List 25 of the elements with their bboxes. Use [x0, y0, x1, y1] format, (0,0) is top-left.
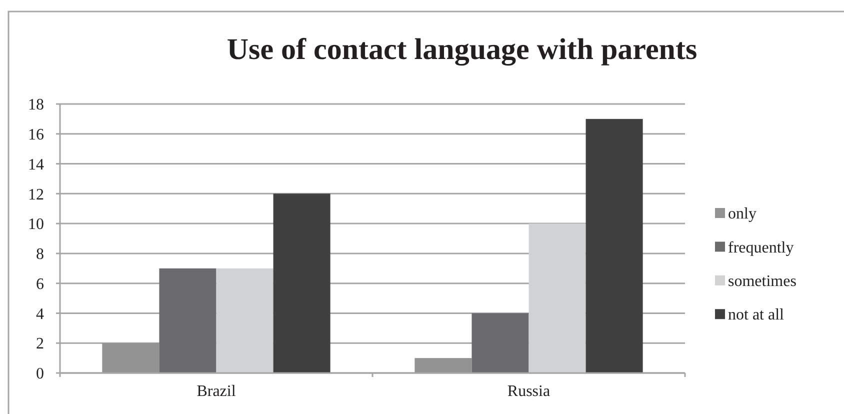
- legend-label: frequently: [728, 239, 794, 256]
- y-tick-label: 8: [36, 246, 44, 264]
- y-tick-label: 16: [28, 126, 44, 144]
- bar: [528, 224, 586, 373]
- x-tick-label: Russia: [507, 383, 550, 400]
- y-tick-label: 12: [28, 186, 44, 204]
- bar: [472, 313, 529, 373]
- legend-label: not at all: [728, 306, 785, 324]
- y-tick-label: 0: [36, 366, 44, 383]
- y-tick-label: 4: [36, 306, 44, 323]
- bar: [216, 268, 274, 373]
- bar: [102, 343, 160, 373]
- legend-label: only: [728, 206, 756, 223]
- chart-title: Use of contact language with parents: [226, 33, 698, 66]
- y-tick-label: 18: [28, 96, 44, 114]
- legend-label: sometimes: [728, 273, 796, 290]
- y-tick-label: 14: [28, 156, 44, 174]
- bar: [273, 194, 330, 373]
- y-tick-label: 6: [36, 276, 44, 293]
- bar: [159, 268, 216, 373]
- bar: [414, 358, 472, 373]
- bar: [586, 118, 643, 373]
- x-tick-label: Brazil: [196, 383, 236, 400]
- y-tick-label: 10: [28, 216, 44, 234]
- y-tick-label: 2: [36, 336, 44, 353]
